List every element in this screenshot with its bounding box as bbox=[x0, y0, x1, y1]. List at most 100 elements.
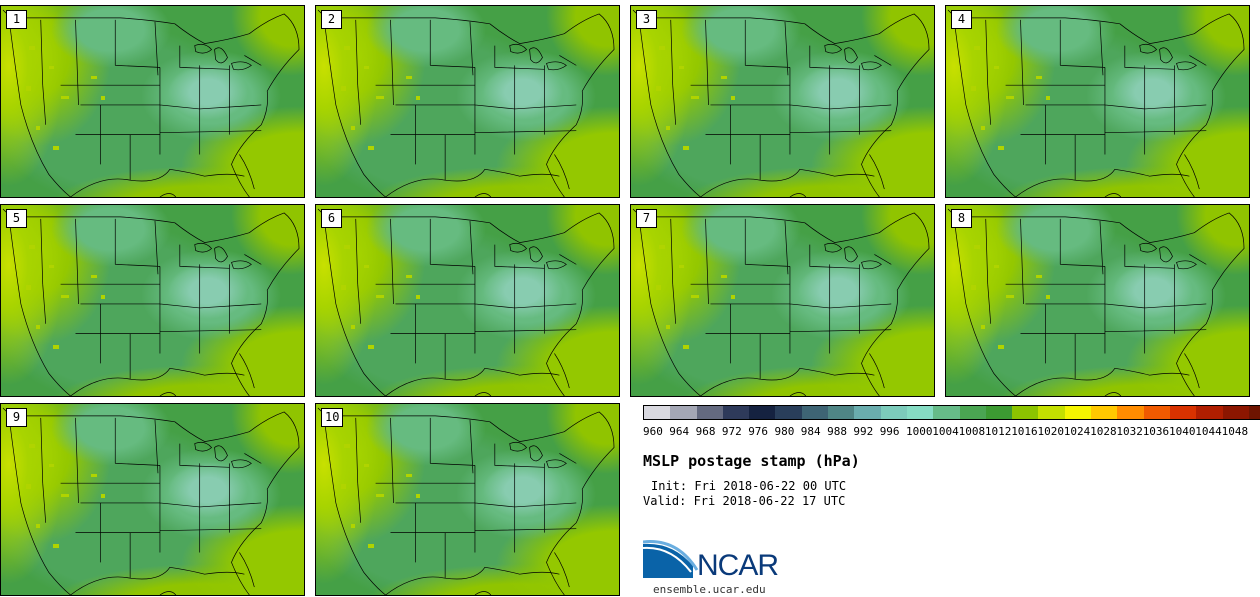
terrain-speck bbox=[29, 46, 35, 50]
init-time: Init: Fri 2018-06-22 00 UTC bbox=[651, 479, 847, 493]
terrain-speck bbox=[49, 66, 54, 69]
terrain-speck bbox=[91, 275, 97, 278]
member-map-2: 2 bbox=[315, 5, 620, 198]
mslp-field bbox=[631, 205, 934, 396]
terrain-speck bbox=[683, 345, 689, 349]
terrain-speck bbox=[679, 66, 684, 69]
member-number-label: 6 bbox=[321, 209, 342, 228]
terrain-speck bbox=[29, 444, 35, 448]
member-number-label: 10 bbox=[321, 408, 344, 427]
colorbar-tick-label: 1040 bbox=[1169, 425, 1196, 438]
mslp-field bbox=[316, 6, 619, 197]
colorbar-swatch bbox=[1222, 406, 1249, 419]
terrain-speck bbox=[341, 484, 346, 489]
colorbar-swatch bbox=[1248, 406, 1260, 419]
terrain-speck bbox=[376, 494, 384, 497]
terrain-speck bbox=[36, 126, 40, 130]
member-map-1: 1 bbox=[0, 5, 305, 198]
us-map-borders bbox=[632, 208, 930, 396]
colorbar-swatch bbox=[644, 406, 671, 419]
terrain-speck bbox=[364, 66, 369, 69]
terrain-speck bbox=[406, 76, 412, 79]
terrain-speck bbox=[26, 285, 31, 290]
terrain-speck bbox=[656, 86, 661, 91]
mslp-field bbox=[1, 404, 304, 595]
colorbar-tick-label: 968 bbox=[695, 425, 716, 438]
terrain-speck bbox=[666, 126, 670, 130]
terrain-speck bbox=[344, 444, 350, 448]
colorbar-tick-label: 1020 bbox=[1037, 425, 1065, 438]
terrain-speck bbox=[351, 126, 355, 130]
colorbar-swatch bbox=[933, 406, 960, 419]
colorbar-tick-label: 960 bbox=[643, 425, 663, 438]
terrain-speck bbox=[1046, 96, 1050, 100]
colorbar-swatch bbox=[1143, 406, 1170, 419]
colorbar-swatch bbox=[775, 406, 802, 419]
colorbar-tick-label: 1000 bbox=[906, 425, 933, 438]
terrain-speck bbox=[406, 275, 412, 278]
mslp-field bbox=[631, 6, 934, 197]
terrain-speck bbox=[101, 295, 105, 299]
us-map-borders bbox=[2, 407, 300, 595]
us-map-borders bbox=[317, 9, 615, 197]
colorbar-swatch bbox=[854, 406, 881, 419]
mslp-field bbox=[316, 404, 619, 595]
member-map-9: 9 bbox=[0, 403, 305, 596]
terrain-speck bbox=[91, 474, 97, 477]
colorbar-swatch bbox=[1038, 406, 1065, 419]
colorbar-tick-label: 996 bbox=[879, 425, 900, 438]
terrain-speck bbox=[981, 325, 985, 329]
colorbar-tick-label: 1044 bbox=[1195, 425, 1222, 438]
terrain-speck bbox=[974, 46, 980, 50]
colorbar-tick-label: 976 bbox=[748, 425, 769, 438]
terrain-speck bbox=[351, 325, 355, 329]
mslp-field bbox=[946, 6, 1249, 197]
terrain-speck bbox=[416, 96, 420, 100]
member-map-6: 6 bbox=[315, 204, 620, 397]
terrain-speck bbox=[344, 46, 350, 50]
terrain-speck bbox=[49, 265, 54, 268]
colorbar-swatch bbox=[985, 406, 1013, 419]
terrain-speck bbox=[731, 96, 735, 100]
member-number-label: 4 bbox=[951, 10, 972, 29]
terrain-speck bbox=[368, 544, 374, 548]
terrain-speck bbox=[101, 96, 105, 100]
colorbar-tick-label: 972 bbox=[721, 425, 742, 438]
site-url: ensemble.ucar.edu bbox=[653, 583, 766, 596]
mslp-field bbox=[1, 6, 304, 197]
chart-title: MSLP postage stamp (hPa) bbox=[643, 452, 860, 470]
colorbar-tick-label: 980 bbox=[774, 425, 795, 438]
terrain-speck bbox=[61, 295, 69, 298]
colorbar-swatch bbox=[749, 406, 776, 419]
terrain-speck bbox=[1046, 295, 1050, 299]
colorbar-swatch bbox=[801, 406, 829, 419]
colorbar-tick-label: 1008 bbox=[958, 425, 986, 438]
terrain-speck bbox=[691, 295, 699, 298]
terrain-speck bbox=[406, 474, 412, 477]
colorbar-tick-label: 1016 bbox=[1011, 425, 1038, 438]
member-number-label: 1 bbox=[6, 10, 27, 29]
terrain-speck bbox=[998, 146, 1004, 150]
terrain-speck bbox=[376, 295, 384, 298]
member-map-3: 3 bbox=[630, 5, 935, 198]
terrain-speck bbox=[679, 265, 684, 268]
colorbar-tick-label: 984 bbox=[800, 425, 821, 438]
colorbar-tick-label: 1028 bbox=[1090, 425, 1117, 438]
colorbar-swatch bbox=[696, 406, 723, 419]
terrain-speck bbox=[36, 325, 40, 329]
colorbar-swatch bbox=[828, 406, 855, 419]
terrain-speck bbox=[341, 86, 346, 91]
member-map-10: 10 bbox=[315, 403, 620, 596]
colorbar-swatch bbox=[880, 406, 907, 419]
mslp-colorbar bbox=[643, 405, 1260, 420]
terrain-speck bbox=[1036, 275, 1042, 278]
terrain-speck bbox=[721, 76, 727, 79]
ncar-brand-text: NCAR bbox=[697, 549, 779, 582]
member-number-label: 5 bbox=[6, 209, 27, 228]
mslp-field bbox=[1, 205, 304, 396]
member-map-7: 7 bbox=[630, 204, 935, 397]
us-map-borders bbox=[317, 407, 615, 595]
terrain-speck bbox=[666, 325, 670, 329]
terrain-speck bbox=[994, 265, 999, 268]
terrain-speck bbox=[994, 66, 999, 69]
